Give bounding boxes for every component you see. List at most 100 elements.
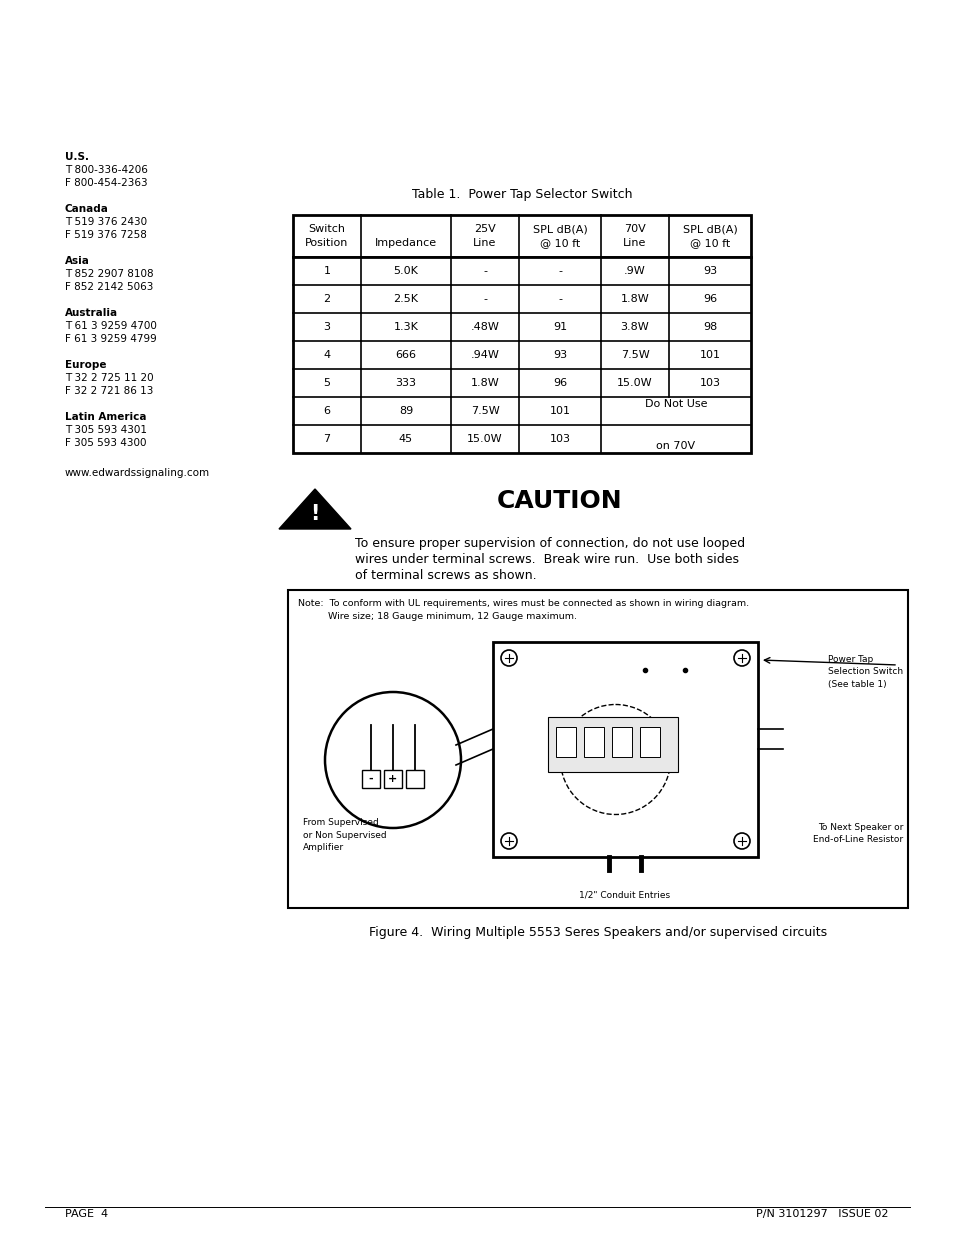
- Text: 45: 45: [398, 433, 413, 445]
- Bar: [384, 769, 401, 788]
- Text: 96: 96: [553, 378, 566, 388]
- Text: F 305 593 4300: F 305 593 4300: [65, 438, 147, 448]
- Text: 3.8W: 3.8W: [620, 322, 649, 332]
- Text: Line: Line: [473, 238, 497, 248]
- Bar: [493, 642, 758, 857]
- Text: @ 10 ft: @ 10 ft: [539, 238, 579, 248]
- Text: Europe: Europe: [65, 359, 107, 370]
- Circle shape: [500, 650, 517, 666]
- Text: 15.0W: 15.0W: [467, 433, 502, 445]
- Text: Asia: Asia: [65, 256, 90, 266]
- Bar: [288, 590, 907, 908]
- Text: Canada: Canada: [65, 204, 109, 214]
- Text: 103: 103: [699, 378, 720, 388]
- Circle shape: [733, 832, 749, 848]
- Text: 93: 93: [702, 266, 717, 275]
- Text: 96: 96: [702, 294, 717, 304]
- Text: www.edwardssignaling.com: www.edwardssignaling.com: [65, 468, 210, 478]
- Text: Position: Position: [305, 238, 349, 248]
- Text: 15.0W: 15.0W: [617, 378, 652, 388]
- Circle shape: [500, 832, 517, 848]
- Bar: [361, 769, 379, 788]
- Text: Australia: Australia: [65, 308, 118, 317]
- Text: 101: 101: [699, 350, 720, 359]
- Text: Do Not Use: Do Not Use: [644, 399, 706, 409]
- Text: 93: 93: [553, 350, 566, 359]
- Text: Figure 4.  Wiring Multiple 5553 Seres Speakers and/or supervised circuits: Figure 4. Wiring Multiple 5553 Seres Spe…: [369, 926, 826, 939]
- Circle shape: [325, 692, 460, 827]
- Text: F 32 2 721 86 13: F 32 2 721 86 13: [65, 387, 153, 396]
- Text: F 519 376 7258: F 519 376 7258: [65, 230, 147, 240]
- Polygon shape: [278, 489, 351, 529]
- Text: Impedance: Impedance: [375, 238, 436, 248]
- Text: T 519 376 2430: T 519 376 2430: [65, 217, 147, 227]
- Text: T 852 2907 8108: T 852 2907 8108: [65, 269, 153, 279]
- Text: 2: 2: [323, 294, 331, 304]
- Text: 6: 6: [323, 406, 330, 416]
- Text: 98: 98: [702, 322, 717, 332]
- Circle shape: [733, 650, 749, 666]
- Bar: [556, 727, 576, 757]
- Text: 666: 666: [395, 350, 416, 359]
- Text: 7.5W: 7.5W: [470, 406, 498, 416]
- Text: T 32 2 725 11 20: T 32 2 725 11 20: [65, 373, 153, 383]
- Text: Wire size; 18 Gauge minimum, 12 Gauge maximum.: Wire size; 18 Gauge minimum, 12 Gauge ma…: [297, 613, 577, 621]
- Text: 1.3K: 1.3K: [394, 322, 418, 332]
- Text: .94W: .94W: [470, 350, 499, 359]
- Text: 7.5W: 7.5W: [620, 350, 649, 359]
- Text: 25V: 25V: [474, 224, 496, 233]
- Text: on 70V: on 70V: [656, 441, 695, 451]
- Text: Table 1.  Power Tap Selector Switch: Table 1. Power Tap Selector Switch: [412, 188, 632, 201]
- Text: 70V: 70V: [623, 224, 645, 233]
- Text: 4: 4: [323, 350, 331, 359]
- Text: PAGE  4: PAGE 4: [65, 1209, 108, 1219]
- Text: -: -: [482, 266, 486, 275]
- Text: 2.5K: 2.5K: [393, 294, 418, 304]
- Text: -: -: [482, 294, 486, 304]
- Text: 101: 101: [549, 406, 570, 416]
- Text: F 61 3 9259 4799: F 61 3 9259 4799: [65, 333, 156, 345]
- Text: SPL dB(A): SPL dB(A): [532, 224, 587, 233]
- Bar: [547, 718, 678, 772]
- Text: 1.8W: 1.8W: [470, 378, 498, 388]
- Text: !: !: [310, 504, 319, 524]
- Text: P/N 3101297   ISSUE 02: P/N 3101297 ISSUE 02: [756, 1209, 888, 1219]
- Text: -: -: [558, 266, 561, 275]
- Text: 5: 5: [323, 378, 330, 388]
- Text: 333: 333: [395, 378, 416, 388]
- Bar: [612, 727, 631, 757]
- Text: To ensure proper supervision of connection, do not use looped: To ensure proper supervision of connecti…: [355, 537, 744, 550]
- Text: Power Tap
Selection Switch
(See table 1): Power Tap Selection Switch (See table 1): [827, 655, 902, 689]
- Text: 103: 103: [549, 433, 570, 445]
- Text: -: -: [368, 774, 373, 784]
- Text: To Next Speaker or
End-of-Line Resistor: To Next Speaker or End-of-Line Resistor: [812, 823, 902, 845]
- Text: @ 10 ft: @ 10 ft: [689, 238, 729, 248]
- Text: Line: Line: [622, 238, 646, 248]
- Bar: [293, 215, 750, 453]
- Bar: [406, 769, 423, 788]
- Text: +: +: [388, 774, 397, 784]
- Bar: [639, 727, 659, 757]
- Text: wires under terminal screws.  Break wire run.  Use both sides: wires under terminal screws. Break wire …: [355, 553, 739, 566]
- Text: Latin America: Latin America: [65, 412, 147, 422]
- Text: Switch: Switch: [308, 224, 345, 233]
- Text: -: -: [558, 294, 561, 304]
- Text: SPL dB(A): SPL dB(A): [682, 224, 737, 233]
- Text: U.S.: U.S.: [65, 152, 89, 162]
- Text: Note:  To conform with UL requirements, wires must be connected as shown in wiri: Note: To conform with UL requirements, w…: [297, 599, 748, 608]
- Text: T 61 3 9259 4700: T 61 3 9259 4700: [65, 321, 156, 331]
- Text: 7: 7: [323, 433, 331, 445]
- Text: .48W: .48W: [470, 322, 499, 332]
- Text: .9W: .9W: [623, 266, 645, 275]
- Text: 91: 91: [553, 322, 566, 332]
- Text: 1.8W: 1.8W: [620, 294, 649, 304]
- Text: 1/2" Conduit Entries: 1/2" Conduit Entries: [578, 890, 670, 899]
- Text: T 305 593 4301: T 305 593 4301: [65, 425, 147, 435]
- Text: F 852 2142 5063: F 852 2142 5063: [65, 282, 153, 291]
- Text: T 800-336-4206: T 800-336-4206: [65, 165, 148, 175]
- Text: 3: 3: [323, 322, 330, 332]
- Text: of terminal screws as shown.: of terminal screws as shown.: [355, 569, 536, 582]
- Text: 89: 89: [398, 406, 413, 416]
- Text: 1: 1: [323, 266, 330, 275]
- Text: From Supervised
or Non Supervised
Amplifier: From Supervised or Non Supervised Amplif…: [303, 818, 386, 852]
